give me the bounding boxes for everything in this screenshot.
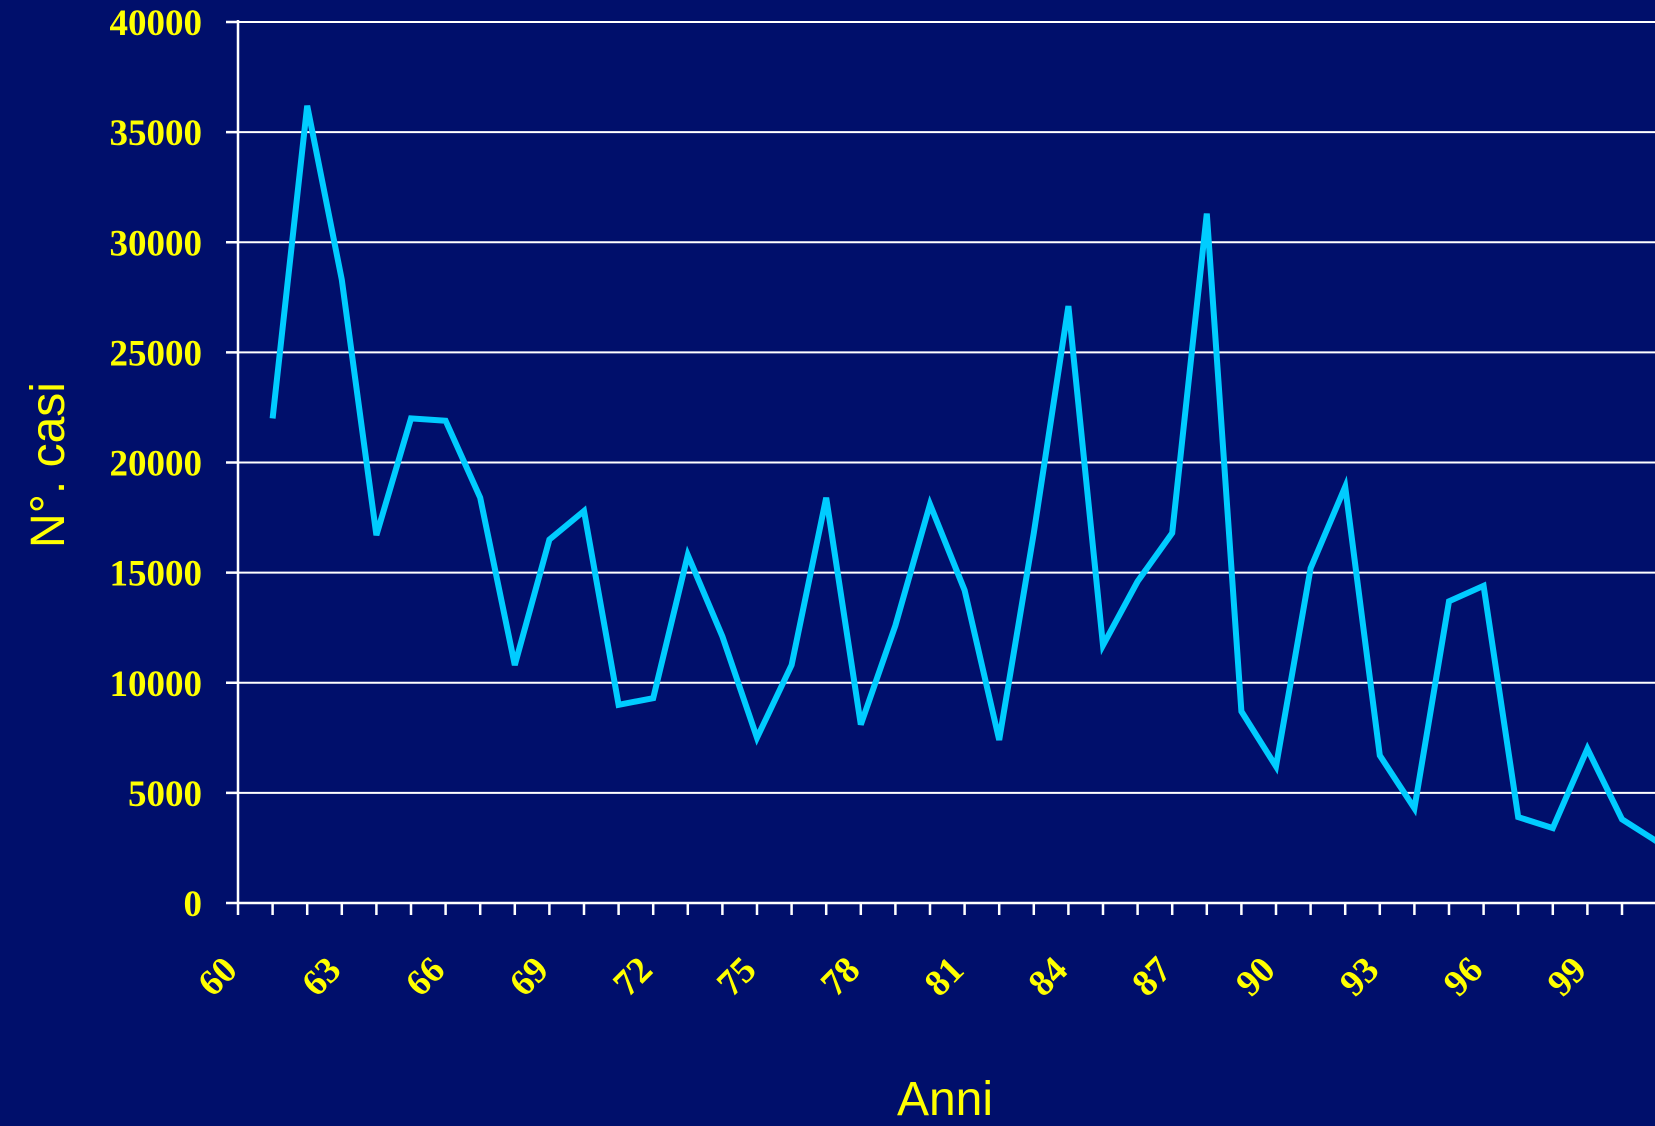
x-tick-label: 72: [605, 949, 660, 1004]
x-tick-labels: 60 63 66 69 72 75 78 81 84 87 90 93 96 99: [190, 949, 1595, 1004]
series-line: [269, 105, 1655, 844]
x-axis-title: Anni: [897, 1073, 993, 1126]
x-tick-label: 87: [1124, 949, 1179, 1004]
x-tick-label: 99: [1540, 949, 1595, 1004]
y-tick-label: 20000: [110, 444, 203, 485]
x-tick-label: 93: [1332, 949, 1387, 1004]
series: [269, 105, 1655, 844]
x-tick-label: 63: [294, 949, 349, 1004]
x-tick-label: 66: [398, 949, 453, 1004]
x-tick-label: 75: [709, 949, 764, 1004]
x-tick-label: 81: [917, 949, 972, 1004]
x-tick-label: 96: [1436, 949, 1491, 1004]
y-tick-label: 40000: [110, 3, 203, 44]
gridlines: [226, 20, 1655, 905]
x-tick-label: 84: [1021, 949, 1076, 1004]
y-tick-label: 30000: [110, 223, 203, 264]
y-tick-label: 25000: [110, 333, 203, 374]
x-tick-label: 90: [1228, 949, 1283, 1004]
y-tick-labels: 0 5000 10000 15000 20000 25000 30000 35000 40000: [110, 3, 203, 925]
y-tick-label: 15000: [110, 554, 203, 595]
x-tick-label: 78: [813, 949, 868, 1004]
y-tick-label: 0: [184, 884, 203, 925]
x-tick-label: 69: [502, 949, 557, 1004]
y-tick-label: 5000: [128, 774, 202, 815]
y-tick-label: 10000: [110, 664, 203, 705]
y-axis-title: N°. casi: [22, 382, 75, 548]
axes: [236, 20, 1655, 915]
y-tick-label: 35000: [110, 113, 203, 154]
x-tick-label: 60: [190, 949, 245, 1004]
